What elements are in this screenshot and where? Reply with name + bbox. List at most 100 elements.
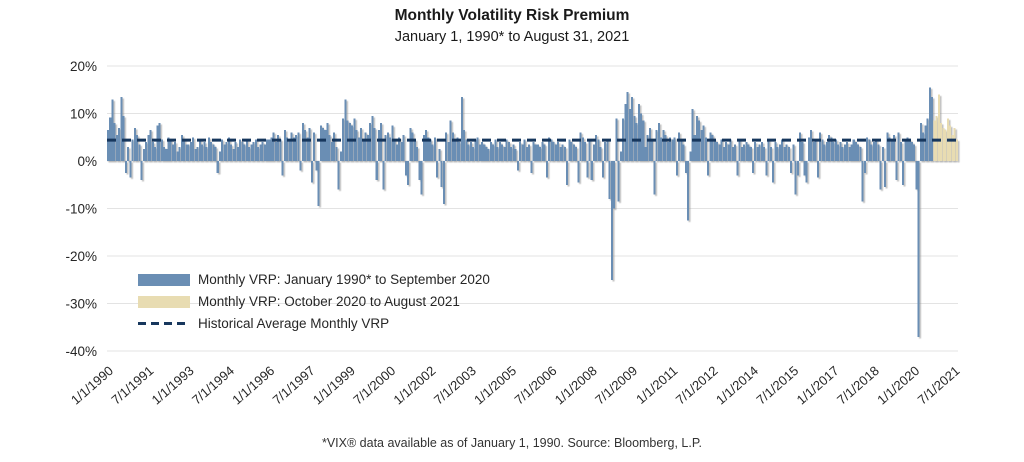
monthly-vrp-bar: [769, 146, 772, 161]
monthly-vrp-bar: [118, 127, 121, 161]
monthly-vrp-bar: [272, 132, 275, 161]
monthly-vrp-bar: [584, 142, 587, 161]
chart-subtitle: January 1, 1990* to August 31, 2021: [394, 29, 630, 45]
monthly-vrp-bar: [266, 139, 269, 162]
monthly-vrp-bar: [666, 142, 669, 161]
monthly-vrp-bar: [165, 149, 168, 162]
monthly-vrp-bar: [174, 142, 177, 161]
monthly-vrp-bar: [147, 134, 150, 162]
monthly-vrp-bar: [138, 144, 141, 162]
monthly-vrp-bar: [474, 139, 477, 162]
x-tick-label: 7/1/2015: [753, 363, 801, 408]
monthly-vrp-bar: [407, 161, 410, 185]
monthly-vrp-bar: [523, 139, 526, 162]
x-tick-label: 7/1/2006: [511, 363, 559, 408]
monthly-vrp-bar: [489, 142, 492, 161]
monthly-vrp-bar: [863, 161, 866, 173]
monthly-vrp-bar: [393, 139, 396, 162]
monthly-vrp-bar: [317, 161, 320, 207]
monthly-vrp-bar: [866, 137, 869, 161]
monthly-vrp-bar: [566, 161, 569, 185]
x-tick-label: 7/1/1997: [270, 363, 318, 408]
monthly-vrp-bar: [718, 144, 721, 162]
monthly-vrp-bar: [893, 134, 896, 162]
monthly-vrp-bar: [167, 137, 170, 161]
monthly-vrp-bar: [469, 142, 472, 161]
monthly-vrp-bar: [751, 161, 754, 173]
monthly-vrp-bar: [360, 127, 363, 161]
monthly-vrp-bar: [624, 104, 627, 161]
monthly-vrp-bar: [366, 134, 369, 162]
monthly-vrp-bar: [709, 132, 712, 161]
monthly-vrp-bar: [160, 139, 163, 162]
monthly-vrp-bar: [115, 134, 118, 162]
monthly-vrp-bar: [671, 139, 674, 162]
monthly-vrp-bar: [458, 142, 461, 161]
x-tick-label: 1/1/1999: [310, 363, 358, 408]
chart-legend: Monthly VRP: January 1990* to September …: [138, 272, 490, 331]
monthly-vrp-bar: [720, 139, 723, 162]
x-tick-label: 1/1/2014: [713, 363, 761, 408]
monthly-vrp-bar: [713, 139, 716, 162]
monthly-vrp-bar: [787, 146, 790, 161]
monthly-vrp-bar: [194, 149, 197, 162]
monthly-vrp-bar: [904, 139, 907, 162]
monthly-vrp-bar: [868, 139, 871, 162]
monthly-vrp-bar: [391, 125, 394, 162]
monthly-vrp-bar: [731, 146, 734, 161]
monthly-vrp-bar: [295, 134, 298, 162]
monthly-vrp-bar: [225, 142, 228, 161]
monthly-vrp-bar: [919, 123, 922, 161]
monthly-vrp-bar: [778, 144, 781, 162]
monthly-vrp-bar: [619, 151, 622, 161]
monthly-vrp-bar: [716, 142, 719, 161]
monthly-vrp-bar: [218, 151, 221, 161]
legend-item-tan-series: Monthly VRP: October 2020 to August 2021: [138, 294, 490, 309]
x-tick-label: 1/1/2008: [552, 363, 600, 408]
monthly-vrp-bar: [263, 144, 266, 162]
monthly-vrp-bar: [483, 144, 486, 162]
monthly-vrp-bar: [234, 142, 237, 161]
monthly-vrp-bar: [648, 127, 651, 161]
monthly-vrp-bar: [512, 144, 515, 162]
monthly-vrp-bar: [548, 137, 551, 161]
monthly-vrp-bar: [420, 161, 423, 195]
x-tick-label: 1/1/2020: [874, 363, 922, 408]
monthly-vrp-bar: [599, 146, 602, 161]
legend-label-tan-series: Monthly VRP: October 2020 to August 2021: [198, 294, 460, 309]
monthly-vrp-bar: [879, 161, 882, 190]
monthly-vrp-bar: [803, 161, 806, 176]
monthly-vrp-bar: [413, 139, 416, 162]
monthly-vrp-bar: [183, 139, 186, 162]
monthly-vrp-bar: [158, 123, 161, 161]
monthly-vrp-bar: [465, 139, 468, 162]
monthly-vrp-bar: [953, 127, 956, 161]
monthly-vrp-bar: [162, 146, 166, 161]
monthly-vrp-bar: [460, 96, 463, 162]
monthly-vrp-bar: [382, 161, 385, 190]
monthly-vrp-bar: [727, 144, 730, 162]
monthly-vrp-bar: [245, 139, 248, 162]
monthly-vrp-bar: [447, 142, 450, 161]
monthly-vrp-bar: [232, 149, 235, 162]
monthly-vrp-bar: [684, 161, 687, 173]
monthly-vrp-bar: [601, 161, 604, 178]
monthly-vrp-bar: [790, 161, 793, 173]
monthly-vrp-bar: [628, 108, 631, 161]
monthly-vrp-bar: [805, 161, 808, 183]
monthly-vrp-bar: [545, 161, 548, 178]
monthly-vrp-bar: [478, 144, 481, 162]
monthly-vrp-bar: [644, 146, 647, 161]
monthly-vrp-bar: [380, 123, 383, 161]
monthly-vrp-bar: [227, 137, 230, 161]
monthly-vrp-bar: [758, 144, 761, 162]
monthly-vrp-bar: [411, 132, 414, 161]
monthly-vrp-bar: [375, 161, 378, 180]
monthly-vrp-bar: [281, 161, 284, 176]
monthly-vrp-bar: [541, 142, 544, 161]
monthly-vrp-bar: [384, 134, 387, 162]
monthly-vrp-bar: [203, 142, 206, 161]
monthly-vrp-bar: [485, 146, 488, 161]
monthly-vrp-bar: [308, 127, 311, 161]
monthly-vrp-bar: [124, 161, 127, 173]
